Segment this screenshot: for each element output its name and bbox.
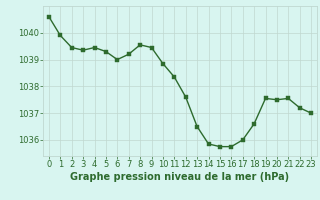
X-axis label: Graphe pression niveau de la mer (hPa): Graphe pression niveau de la mer (hPa)	[70, 172, 290, 182]
